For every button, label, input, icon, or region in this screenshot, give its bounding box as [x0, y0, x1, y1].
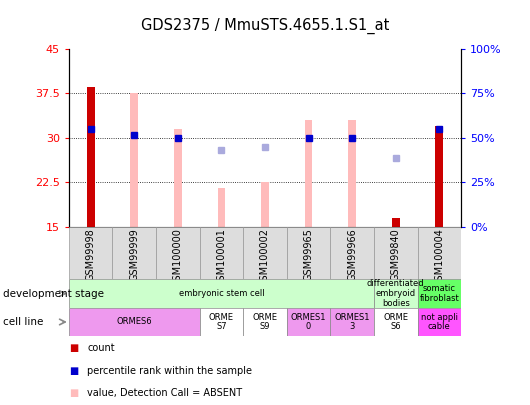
Text: GSM99840: GSM99840 — [391, 228, 401, 281]
Bar — [418, 279, 461, 308]
Text: value, Detection Call = ABSENT: value, Detection Call = ABSENT — [87, 388, 243, 398]
Bar — [174, 129, 182, 227]
Text: development stage: development stage — [3, 289, 104, 298]
Bar — [112, 227, 156, 279]
Bar — [418, 227, 461, 279]
Text: somatic
fibroblast: somatic fibroblast — [419, 284, 459, 303]
Text: ORME
S7: ORME S7 — [209, 313, 234, 331]
Text: GSM100004: GSM100004 — [434, 228, 444, 287]
Text: GSM100002: GSM100002 — [260, 228, 270, 288]
Bar — [435, 126, 443, 227]
Bar — [374, 227, 418, 279]
Bar — [243, 308, 287, 336]
Text: GSM99999: GSM99999 — [129, 228, 139, 281]
Text: ■: ■ — [69, 366, 78, 375]
Text: GSM100000: GSM100000 — [173, 228, 183, 287]
Text: ORMES1
0: ORMES1 0 — [291, 313, 326, 331]
Text: cell line: cell line — [3, 317, 43, 327]
Text: embryonic stem cell: embryonic stem cell — [179, 289, 264, 298]
Text: ORME
S9: ORME S9 — [252, 313, 278, 331]
Text: ORME
S6: ORME S6 — [383, 313, 408, 331]
Bar — [305, 120, 313, 227]
Bar — [156, 227, 200, 279]
Text: ORMES1
3: ORMES1 3 — [334, 313, 370, 331]
Bar — [418, 308, 461, 336]
Bar — [69, 227, 112, 279]
Text: count: count — [87, 343, 115, 353]
Text: GSM100001: GSM100001 — [216, 228, 226, 287]
Text: not appli
cable: not appli cable — [421, 313, 458, 331]
Bar — [287, 227, 330, 279]
Text: ORMES6: ORMES6 — [117, 318, 152, 326]
Bar — [287, 308, 330, 336]
Bar — [243, 227, 287, 279]
Bar — [217, 188, 225, 227]
Bar — [330, 227, 374, 279]
Bar — [87, 87, 95, 227]
Bar — [200, 227, 243, 279]
Text: ■: ■ — [69, 388, 78, 398]
Bar — [374, 279, 418, 308]
Text: percentile rank within the sample: percentile rank within the sample — [87, 366, 252, 375]
Text: GSM99998: GSM99998 — [86, 228, 96, 281]
Text: GDS2375 / MmuSTS.4655.1.S1_at: GDS2375 / MmuSTS.4655.1.S1_at — [141, 18, 389, 34]
Bar — [330, 308, 374, 336]
Bar — [69, 308, 200, 336]
Bar — [130, 93, 138, 227]
Bar — [200, 308, 243, 336]
Text: ■: ■ — [69, 343, 78, 353]
Bar — [261, 182, 269, 227]
Bar — [69, 279, 374, 308]
Bar — [392, 218, 400, 227]
Bar — [348, 120, 356, 227]
Bar — [374, 308, 418, 336]
Text: GSM99966: GSM99966 — [347, 228, 357, 281]
Text: differentiated
embryoid
bodies: differentiated embryoid bodies — [367, 279, 425, 308]
Text: GSM99965: GSM99965 — [304, 228, 314, 281]
